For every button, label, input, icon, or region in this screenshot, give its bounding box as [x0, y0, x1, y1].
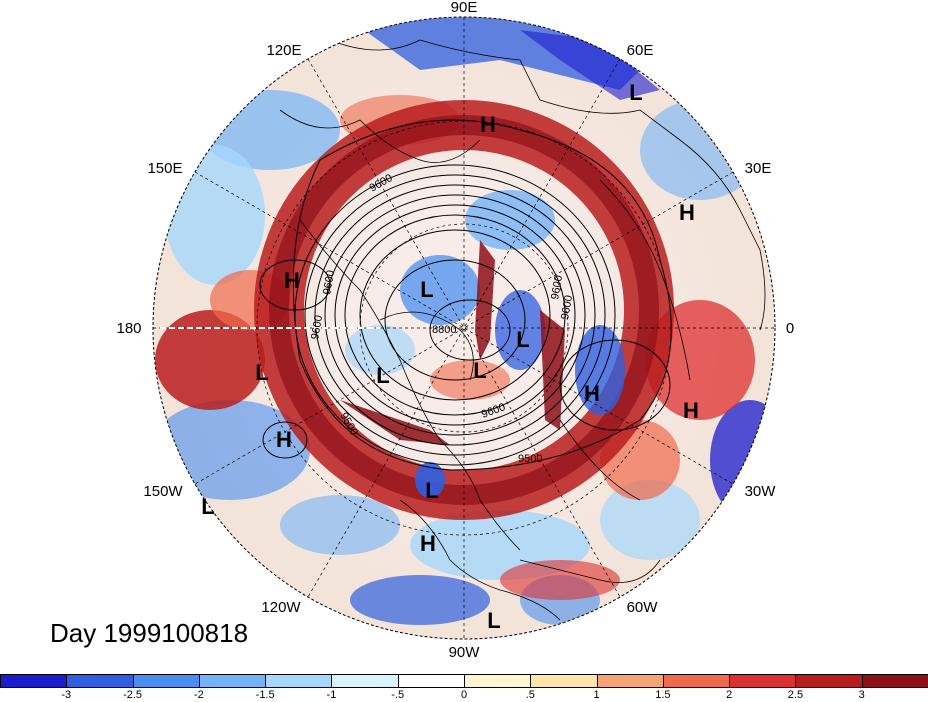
pressure-center-low: L: [420, 277, 433, 302]
colorbar-box: [662, 674, 731, 688]
pressure-center-low: L: [201, 494, 214, 519]
lon-label-90W: 90W: [449, 644, 481, 661]
pressure-center-high: H: [584, 381, 600, 406]
lon-label-90E: 90E: [451, 0, 478, 16]
contour-label: 8800: [432, 324, 456, 336]
pressure-center-low: L: [473, 358, 486, 383]
lon-label-180: 180: [116, 320, 141, 337]
contour-label: 9600: [549, 274, 565, 300]
colorbar-tick-label: .5: [525, 689, 535, 701]
colorbar-box: [861, 674, 928, 688]
contour-label: 9600: [321, 269, 337, 295]
pressure-center-low: L: [425, 478, 438, 503]
colorbar-box: [198, 674, 267, 688]
lon-label-30W: 30W: [745, 483, 777, 500]
pressure-center-high: H: [276, 427, 292, 452]
colorbar-box: [265, 674, 333, 688]
pressure-center-high: H: [420, 531, 436, 556]
pressure-center-high: H: [284, 268, 300, 293]
colorbar: -3 -2.5 -2 -1.5 -1 -.5 0 .5 1 1.5 2 2.5 3: [0, 674, 928, 702]
height-contours: [259, 119, 672, 471]
colorbar-box: [331, 674, 399, 688]
lon-label-30E: 30E: [745, 160, 772, 177]
colorbar-box: [530, 674, 598, 688]
colorbar-box: [729, 674, 797, 688]
lon-label-150W: 150W: [143, 483, 183, 500]
pressure-center-low: L: [487, 608, 500, 633]
map-boundary: [152, 16, 776, 640]
lon-label-60W: 60W: [627, 599, 659, 616]
coastlines: [279, 39, 766, 621]
colorbar-tick-label: 2.5: [787, 689, 804, 701]
contour-label: 9600: [309, 314, 325, 340]
pressure-center-low: L: [376, 363, 389, 388]
colorbar-tick-label: 2: [726, 689, 733, 701]
colorbar-box: [397, 674, 465, 688]
colorbar-tick-label: -2: [193, 689, 204, 701]
colorbar-tick-label: -3: [61, 689, 72, 701]
colorbar-tick-label: -1: [326, 689, 337, 701]
pressure-center-high: H: [683, 398, 699, 423]
colorbar-tick-label: -2.5: [123, 689, 143, 701]
colorbar-box: [464, 674, 532, 688]
lon-label-120E: 120E: [266, 42, 301, 59]
colorbar-box: [132, 674, 200, 688]
graticule: [153, 17, 775, 639]
contour-label: 9500: [518, 453, 542, 465]
colorbar-box: [66, 674, 134, 688]
day-title: Day 1999100818: [50, 618, 249, 648]
pressure-center-low: L: [629, 80, 642, 105]
lon-label-60E: 60E: [627, 42, 654, 59]
colorbar-tick-label: -1.5: [255, 689, 275, 701]
pressure-center-low: L: [255, 360, 268, 385]
lon-label-150E: 150E: [147, 160, 182, 177]
contour-label: 9600: [559, 294, 575, 320]
pressure-center-high: H: [480, 112, 496, 137]
colorbar-tick-label: -.5: [391, 689, 405, 701]
colorbar-box: [0, 674, 68, 688]
lon-label-0: 0: [786, 320, 794, 337]
polar-map: 90E 60E 30E 0 30W 60W 90W 120W 150W 180 …: [116, 0, 794, 661]
colorbar-tick-label: 3: [858, 689, 865, 701]
colorbar-tick-label: 1: [593, 689, 600, 701]
anomaly-field: [153, 17, 775, 639]
pressure-center-high: H: [679, 200, 695, 225]
colorbar-tick-label: 0: [460, 689, 468, 701]
pressure-center-low: L: [516, 327, 529, 352]
colorbar-box: [795, 674, 863, 688]
lon-label-120W: 120W: [261, 599, 301, 616]
colorbar-box: [596, 674, 664, 688]
colorbar-tick-label: 1.5: [655, 689, 671, 701]
